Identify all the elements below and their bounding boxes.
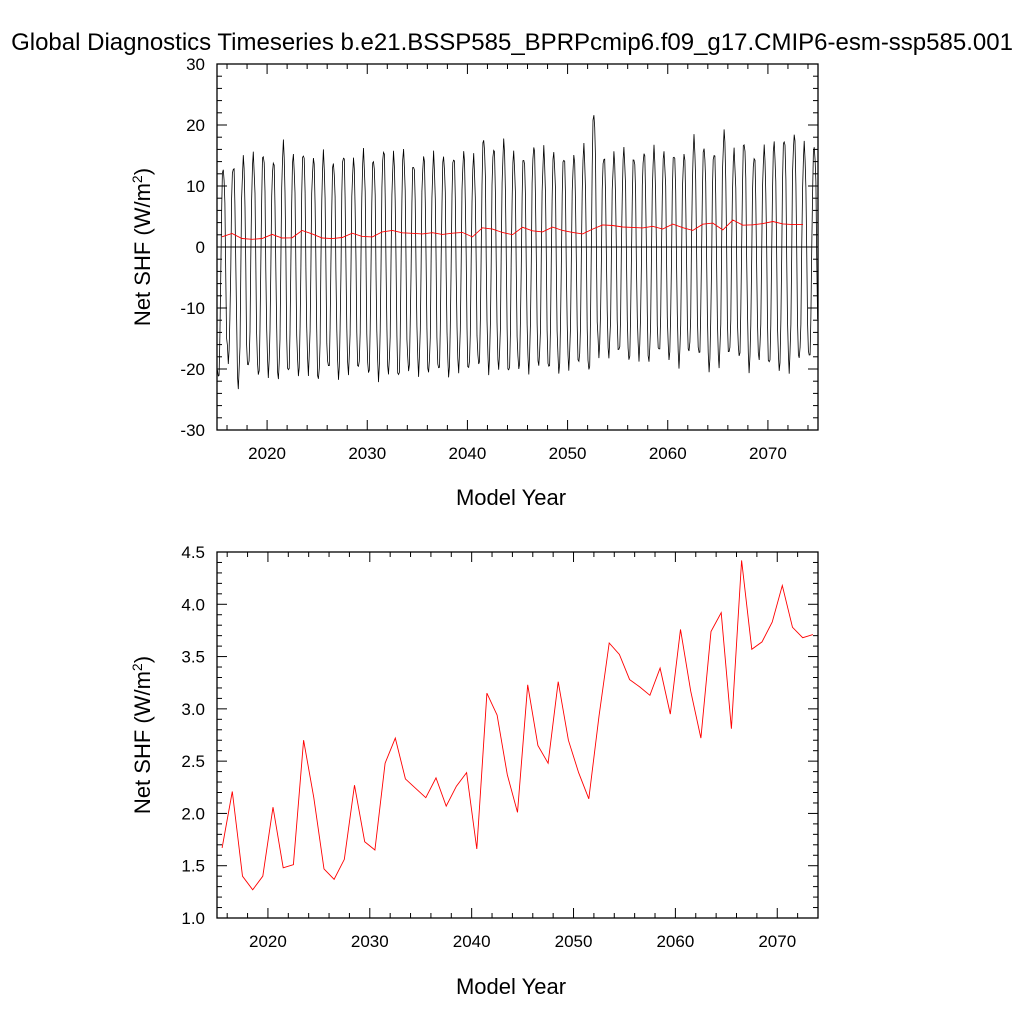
bottom-annual-mean-line — [221, 560, 814, 891]
top-y-tick-label: -10 — [180, 299, 205, 318]
bottom-y-tick-label: 1.5 — [181, 857, 205, 876]
top-y-axis-label: Net SHF (W/m2) — [129, 168, 155, 326]
bottom-x-axis-label: Model Year — [456, 974, 566, 999]
top-x-tick-label: 2030 — [348, 444, 386, 463]
bottom-y-tick-label: 2.5 — [181, 752, 205, 771]
top-y-tick-label: 30 — [186, 55, 205, 74]
top-x-tick-label: 2070 — [749, 444, 787, 463]
bottom-y-axis-label-sup: 2 — [129, 663, 145, 671]
top-y-tick-label: 0 — [196, 238, 205, 257]
bottom-x-tick-label: 2050 — [555, 932, 593, 951]
top-chart-marks — [217, 115, 818, 390]
top-x-tick-label: 2060 — [649, 444, 687, 463]
top-monthly-series-line — [217, 115, 818, 390]
top-x-tick-label: 2040 — [449, 444, 487, 463]
top-annual-mean-line — [221, 219, 804, 240]
bottom-chart: 2020 2030 2040 2050 2060 2070 4.5 4.0 3.5 3.0 2.5 2… — [129, 543, 819, 999]
bottom-y-tick-label: 4.0 — [181, 595, 205, 614]
bottom-x-tick-label: 2020 — [249, 932, 287, 951]
bottom-x-tick-label: 2040 — [453, 932, 491, 951]
bottom-y-tick-label: 3.5 — [181, 648, 205, 667]
bottom-y-tick-label: 2.0 — [181, 804, 205, 823]
bottom-chart-marks — [221, 560, 814, 891]
bottom-x-tick-label: 2030 — [351, 932, 389, 951]
bottom-plot-frame — [216, 551, 819, 919]
bottom-y-axis-label: Net SHF (W/m2) — [129, 656, 155, 814]
top-x-axis-label: Model Year — [456, 485, 566, 510]
bottom-y-axis-label-main: Net SHF (W/m — [130, 671, 155, 814]
bottom-x-tick-label: 2070 — [758, 932, 796, 951]
top-y-axis-label-close: ) — [130, 168, 155, 175]
bottom-y-tick-label: 4.5 — [181, 543, 205, 562]
top-x-tick-label: 2020 — [248, 444, 286, 463]
top-y-tick-label: -20 — [180, 360, 205, 379]
top-chart-ticks: 2020 2030 2040 2050 2060 2070 30 20 10 0 -10 -20 -30 — [180, 55, 818, 463]
bottom-y-tick-label: 3.0 — [181, 700, 205, 719]
top-y-tick-label: 20 — [186, 116, 205, 135]
top-y-tick-label: -30 — [180, 421, 205, 440]
top-chart: 2020 2030 2040 2050 2060 2070 30 20 10 0 -10 -20 -30… — [129, 55, 819, 510]
bottom-chart-ticks: 2020 2030 2040 2050 2060 2070 4.5 4.0 3.5 3.0 2.5 2… — [181, 543, 819, 951]
top-y-axis-label-main: Net SHF (W/m — [130, 183, 155, 326]
top-y-tick-label: 10 — [186, 177, 205, 196]
bottom-y-tick-label: 1.0 — [181, 909, 205, 928]
figure-title: Global Diagnostics Timeseries b.e21.BSSP… — [11, 29, 1013, 56]
bottom-y-axis-label-close: ) — [130, 656, 155, 663]
top-x-tick-label: 2050 — [549, 444, 587, 463]
top-y-axis-label-sup: 2 — [129, 175, 145, 183]
bottom-x-tick-label: 2060 — [656, 932, 694, 951]
